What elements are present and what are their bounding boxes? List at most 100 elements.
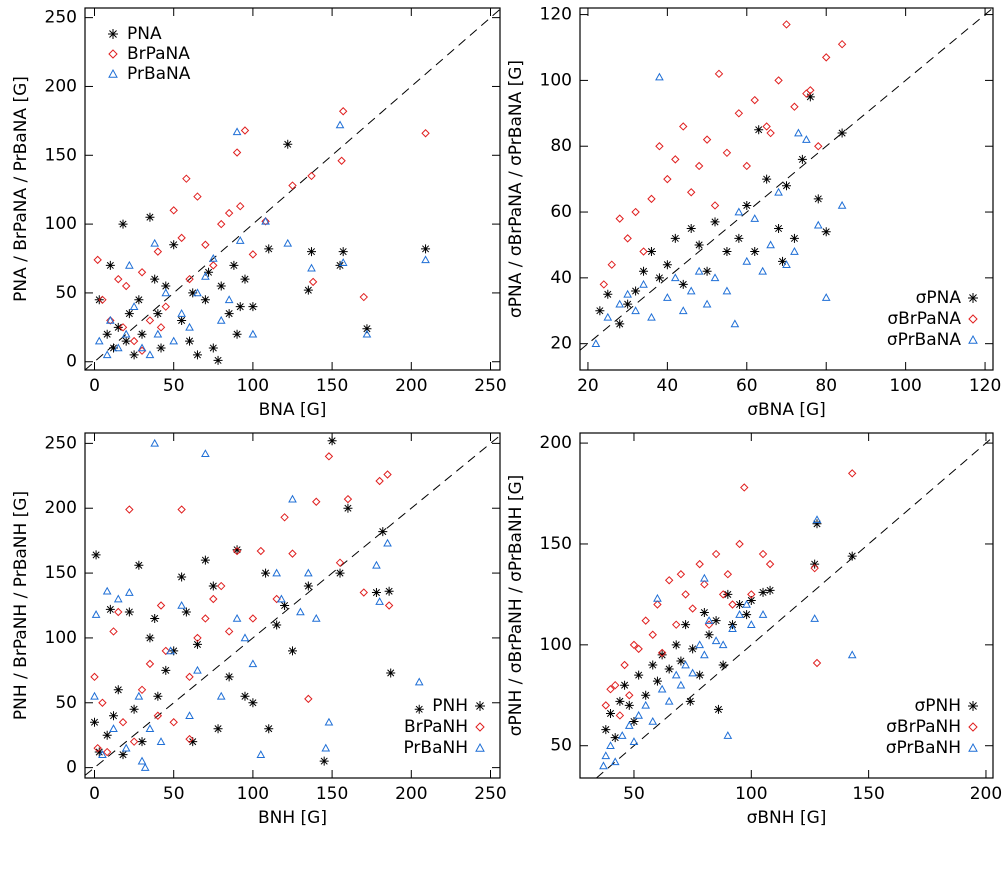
data-point <box>601 701 611 710</box>
data-point <box>343 503 353 513</box>
data-point <box>248 614 258 623</box>
data-point <box>105 315 115 324</box>
data-point <box>177 315 187 325</box>
data-point <box>686 286 696 295</box>
data-point <box>232 127 242 136</box>
data-point <box>98 698 107 707</box>
data-point <box>610 757 620 766</box>
data-point <box>248 659 258 668</box>
data-point <box>806 86 815 95</box>
data-point <box>224 295 234 304</box>
data-point <box>758 549 768 559</box>
data-point <box>232 545 242 555</box>
data-point <box>671 640 681 650</box>
data-point <box>188 737 198 747</box>
y-tick-label: 50 <box>550 736 572 756</box>
data-point <box>362 324 372 334</box>
data-point <box>94 747 104 757</box>
data-point <box>236 201 245 211</box>
data-point <box>208 343 218 353</box>
data-point <box>272 568 282 577</box>
data-point <box>177 309 186 317</box>
data-point <box>695 670 705 680</box>
data-point <box>794 128 803 137</box>
data-point <box>700 573 709 582</box>
x-axis-label: σBNA [G] <box>747 400 826 420</box>
series-triangle <box>599 515 857 770</box>
legend-marker <box>108 68 118 78</box>
data-point <box>248 698 258 708</box>
data-point <box>137 329 147 339</box>
y-tick-label: 120 <box>540 5 572 25</box>
data-point <box>307 247 317 257</box>
data-point <box>118 750 128 760</box>
data-point <box>790 246 799 255</box>
data-point <box>272 594 281 604</box>
data-point <box>375 476 384 486</box>
data-point <box>169 646 179 656</box>
data-point <box>722 286 732 295</box>
data-point <box>102 730 112 740</box>
data-point <box>102 329 112 339</box>
series-diamond <box>90 452 394 757</box>
data-point <box>201 449 210 458</box>
x-tick-label: 100 <box>237 376 269 396</box>
data-point <box>105 604 115 614</box>
data-point <box>639 247 648 256</box>
data-point <box>735 539 744 549</box>
y-tick-label: 150 <box>540 534 572 554</box>
y-tick-label: 150 <box>45 563 77 583</box>
data-point <box>718 660 728 670</box>
legend-label: PrBaNH <box>403 738 468 758</box>
data-point <box>137 268 147 277</box>
x-tick-label: 200 <box>395 784 427 804</box>
data-point <box>129 302 139 310</box>
data-point <box>634 670 644 680</box>
data-point <box>137 737 147 747</box>
y-axis-label: PNH / BrPaNH / PrBaNH [G] <box>11 491 31 720</box>
data-point <box>208 253 218 262</box>
legend-label: σBrPaNA <box>887 309 961 329</box>
data-point <box>216 281 226 291</box>
data-point <box>631 207 640 217</box>
data-point <box>629 717 639 727</box>
data-point <box>308 277 318 287</box>
data-point <box>603 312 613 321</box>
data-point <box>338 107 348 116</box>
data-point <box>647 194 656 204</box>
data-point <box>700 580 709 589</box>
x-tick-label: 20 <box>577 376 599 396</box>
data-point <box>723 589 733 599</box>
data-point <box>140 763 150 771</box>
legend-marker <box>968 701 978 711</box>
data-point <box>134 691 144 700</box>
data-point <box>124 607 134 617</box>
y-axis-label: σPNH / σBrPaNH / σPrBaNH [G] <box>506 475 526 737</box>
data-point <box>213 355 223 365</box>
data-point <box>232 613 242 622</box>
y-tick-label: 200 <box>45 76 77 96</box>
data-point <box>114 607 123 617</box>
data-point <box>248 302 258 312</box>
data-point <box>686 188 696 197</box>
data-point <box>695 559 704 569</box>
data-point <box>710 217 720 227</box>
data-point <box>610 733 620 743</box>
data-point <box>623 234 632 243</box>
data-point <box>639 279 648 288</box>
data-point <box>193 665 202 674</box>
data-point <box>797 154 807 164</box>
series-triangle <box>90 438 424 771</box>
data-point <box>782 20 791 29</box>
data-point <box>711 636 721 645</box>
data-point <box>624 700 634 710</box>
data-point <box>94 336 104 345</box>
data-point <box>774 187 783 196</box>
data-point <box>688 604 697 613</box>
data-point <box>653 593 662 602</box>
plot-frame <box>84 7 501 371</box>
data-point <box>606 741 615 750</box>
data-point <box>137 756 147 765</box>
data-point <box>421 129 430 138</box>
y-tick-label: 100 <box>540 70 572 90</box>
